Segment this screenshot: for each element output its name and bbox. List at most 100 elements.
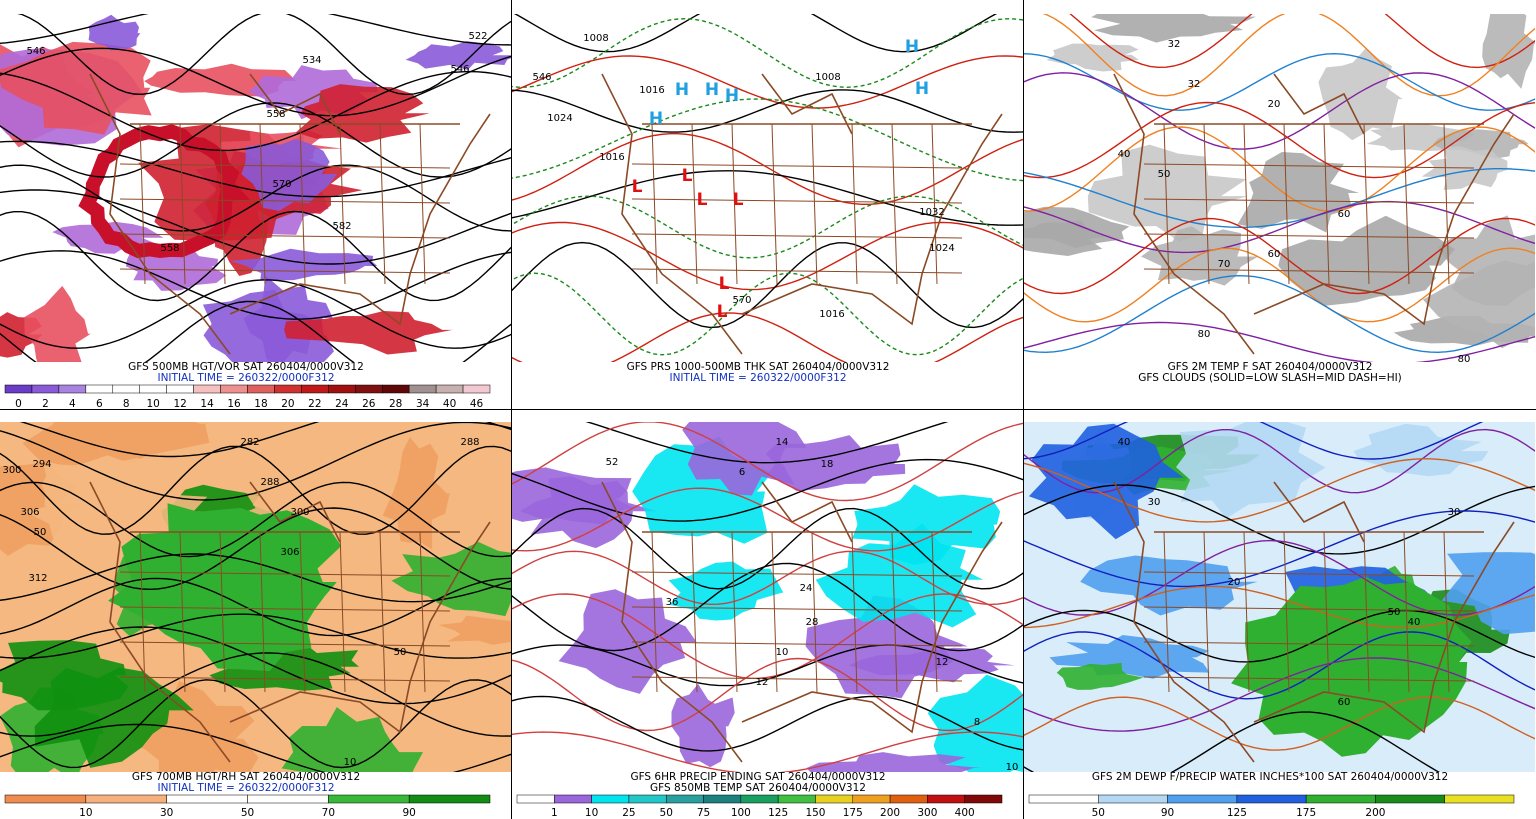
state-border [1323, 531, 1330, 693]
contour [1024, 696, 1535, 751]
caption: GFS 2M TEMP F SAT 260404/0000V312 [1168, 361, 1373, 373]
contour [1024, 168, 1535, 228]
colorbar-segment [1028, 794, 1099, 804]
state-border [631, 676, 963, 682]
map-panel: 1008101610241016100810241032101610085705… [512, 14, 1023, 362]
colorbar-label: 70 [322, 807, 335, 819]
contour [585, 422, 949, 464]
colorbar-segment [274, 384, 302, 394]
pressure-center: H [725, 86, 739, 106]
state-border [851, 531, 858, 693]
contour [512, 593, 1023, 680]
contour-label: 558 [266, 109, 285, 120]
pressure-center: H [905, 37, 919, 57]
contour-label: 1016 [599, 152, 624, 163]
contour [0, 422, 511, 501]
map-content: 40 30 20 30 50 60 40 [1024, 422, 1535, 772]
colorbar-segment [4, 794, 87, 804]
shaded-area [558, 589, 697, 694]
state-border [631, 268, 963, 274]
contour-label: 546 [26, 46, 45, 57]
contour [512, 422, 1023, 502]
map-panel: 546 558 570 582 522 534 546 558 [0, 14, 511, 362]
pressure-center: H [915, 79, 929, 99]
state-border [299, 123, 306, 285]
contour [1024, 422, 1484, 460]
state-border [1163, 531, 1170, 693]
colorbar-label: 16 [227, 398, 241, 410]
colorbar-segment [516, 794, 555, 804]
colorbar-segment [435, 384, 464, 394]
coastline [89, 73, 491, 355]
map-content: 1008101610241016100810241032101610085705… [512, 14, 1023, 362]
colorbar-segment [815, 794, 854, 804]
colorbar-label: 175 [843, 807, 863, 819]
colorbar-segment [665, 794, 704, 804]
contour [512, 562, 1023, 652]
contour-label: 558 [160, 243, 179, 254]
colorbar-segment [193, 384, 221, 394]
contour [0, 679, 511, 769]
contour [512, 55, 1023, 109]
contour [512, 458, 1023, 522]
contour [0, 250, 511, 320]
caption: GFS 2M DEWP F/PRECIP WATER INCHES*100 SA… [1092, 771, 1448, 783]
shaded-area [438, 615, 511, 645]
shaded-area [0, 41, 152, 135]
state-border [1403, 123, 1410, 285]
contour [1024, 510, 1535, 588]
state-border [299, 531, 306, 693]
contour [0, 553, 511, 603]
colorbar-segment [1098, 794, 1168, 804]
contour [512, 272, 1023, 356]
colorbar-label: 100 [731, 807, 751, 819]
state-border [691, 123, 698, 285]
contour-label: 80 [1198, 329, 1211, 340]
colorbar-label: 4 [69, 398, 76, 410]
contour-label: 50 [1388, 607, 1401, 618]
caption: GFS PRS 1000-500MB THK SAT 260404/0000V3… [627, 361, 890, 373]
contour-label: 50 [1158, 169, 1171, 180]
colorbar-label: 200 [880, 807, 900, 819]
contour-label: 546 [532, 72, 551, 83]
contour-label: 10 [344, 757, 357, 768]
colorbar-label: 50 [241, 807, 254, 819]
contour [512, 170, 1023, 226]
colorbar-label: 40 [443, 398, 456, 410]
colorbar-label: 20 [281, 398, 294, 410]
contour [512, 507, 1023, 590]
state-border [731, 531, 738, 693]
colorbar-label: 26 [362, 398, 376, 410]
caption: GFS CLOUDS (SOLID=LOW SLASH=MID DASH=HI) [1138, 372, 1402, 384]
contour-label: 282 [240, 437, 259, 448]
state-border [631, 233, 963, 239]
pressure-center: L [632, 177, 643, 197]
contour-label: 32 [1188, 79, 1201, 90]
caption: GFS 700MB HGT/RH SAT 260404/0000V312 [132, 771, 360, 783]
contour-label: 522 [468, 31, 487, 42]
state-border [179, 123, 186, 285]
contour [17, 14, 511, 96]
state-border [259, 531, 266, 693]
colorbar-label: 10 [79, 807, 92, 819]
colorbar-label: 150 [805, 807, 825, 819]
state-border [811, 123, 818, 285]
contour-label: 40 [1408, 617, 1421, 628]
state-border [631, 571, 963, 577]
contour-label: 288 [260, 477, 279, 488]
colorbar-label: 400 [955, 807, 975, 819]
coastline [601, 73, 1003, 355]
state-border [1143, 641, 1475, 647]
state-border [119, 676, 451, 682]
colorbar-segment [4, 384, 33, 394]
state-border [1363, 123, 1370, 285]
state-border [139, 531, 146, 693]
contour-label: 300 [2, 465, 21, 476]
contour-label: 1008 [815, 72, 840, 83]
contour-label: 24 [800, 583, 813, 594]
colorbar-segment [112, 384, 140, 394]
contour [1024, 657, 1535, 732]
shaded-area [1318, 47, 1403, 141]
map-content: 32 32 20 50 60 70 80 80 60 40 [1024, 14, 1535, 362]
state-border [379, 531, 386, 693]
